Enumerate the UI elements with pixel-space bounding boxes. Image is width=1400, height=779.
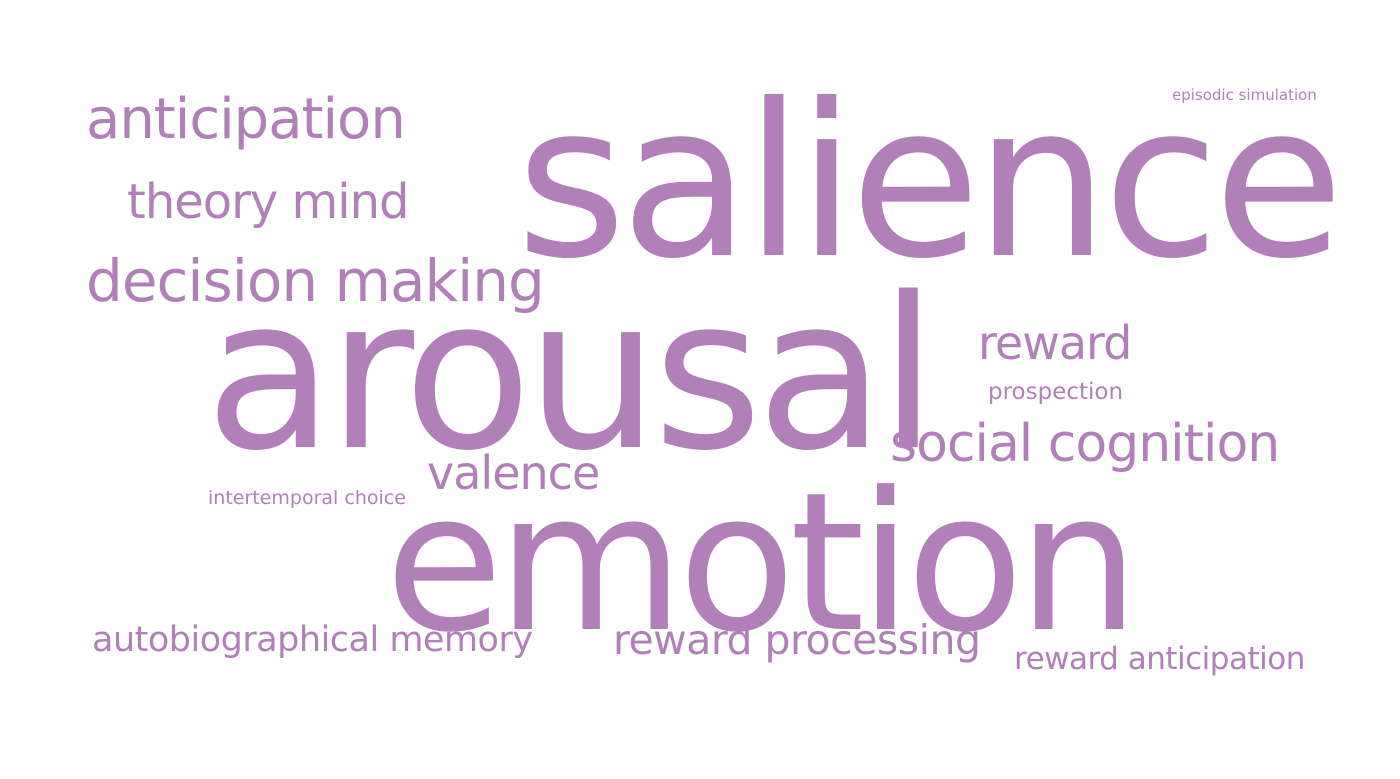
- word-arousal: arousal: [205, 252, 937, 497]
- word-reward-processing: reward processing: [613, 616, 981, 664]
- word-emotion: emotion: [385, 452, 1139, 675]
- word-reward-anticipation: reward anticipation: [1014, 641, 1305, 677]
- word-autobiographical-memory: autobiographical memory: [92, 620, 533, 660]
- word-salience: salience: [516, 58, 1344, 305]
- word-valence: valence: [427, 446, 600, 500]
- word-theory-mind: theory mind: [127, 174, 410, 230]
- word-intertemporal-choice: intertemporal choice: [208, 487, 406, 509]
- word-decision-making: decision making: [86, 247, 545, 315]
- word-anticipation: anticipation: [86, 87, 406, 152]
- word-reward: reward: [978, 316, 1132, 370]
- word-episodic-simulation: episodic simulation: [1172, 86, 1317, 104]
- word-prospection: prospection: [988, 379, 1124, 405]
- word-social-cognition: social cognition: [890, 414, 1280, 474]
